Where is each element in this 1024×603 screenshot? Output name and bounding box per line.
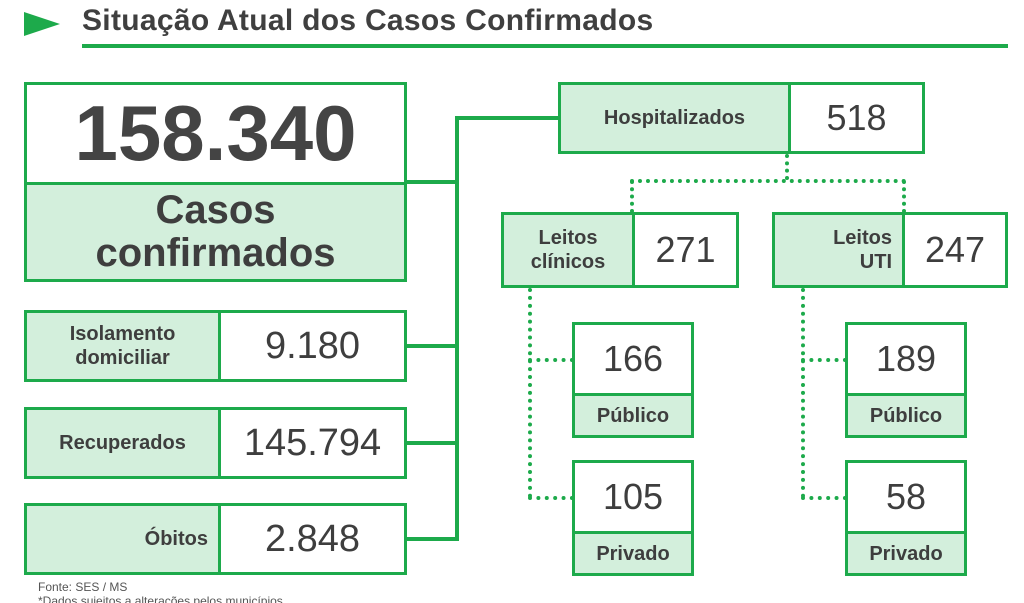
main-total-label-line2: confirmados [95, 231, 336, 275]
dotted-connector [902, 180, 906, 213]
leitos-clinicos-value: 271 [632, 212, 739, 288]
clinicos-privado-label: Privado [572, 531, 694, 576]
dotted-connector [630, 180, 634, 213]
clinicos-publico-value: 166 [572, 322, 694, 396]
connector-from-main [405, 180, 457, 184]
hospitalizados-value: 518 [788, 82, 925, 154]
dotted-connector [528, 496, 574, 500]
hospitalizados-label-text: Hospitalizados [603, 107, 746, 129]
isolamento-value: 9.180 [218, 310, 407, 382]
main-total-label: Casos confirmados [24, 182, 407, 282]
dotted-connector [801, 496, 847, 500]
leitos-clinicos-label: Leitos clínicos [501, 212, 635, 288]
clinicos-privado-label-text: Privado [596, 542, 670, 565]
hospitalizados-label: Hospitalizados [558, 82, 791, 154]
obitos-label: Óbitos [24, 503, 221, 575]
page-title: Situação Atual dos Casos Confirmados [82, 4, 654, 37]
clinicos-publico-label-text: Público [596, 404, 670, 427]
uti-publico-number: 189 [875, 338, 937, 379]
obitos-value: 2.848 [218, 503, 407, 575]
uti-publico-value: 189 [845, 322, 967, 396]
connector-to-recuperados [405, 441, 457, 445]
isolamento-label-line1: Isolamento [69, 323, 176, 345]
recuperados-value: 145.794 [218, 407, 407, 479]
uti-publico-label: Público [845, 393, 967, 438]
uti-privado-label-text: Privado [869, 542, 943, 565]
uti-publico-label-text: Público [869, 404, 943, 427]
recuperados-label: Recuperados [24, 407, 221, 479]
leitos-uti-value: 247 [902, 212, 1008, 288]
recuperados-label-text: Recuperados [59, 432, 186, 454]
dotted-connector [801, 358, 847, 362]
isolamento-number: 9.180 [264, 324, 361, 367]
leitos-uti-label-line1: Leitos [833, 227, 892, 249]
leitos-uti-number: 247 [924, 229, 986, 270]
uti-privado-label: Privado [845, 531, 967, 576]
isolamento-label-line2: domiciliar [75, 347, 170, 369]
obitos-label-text: Óbitos [144, 528, 208, 550]
leitos-clinicos-label-line2: clínicos [530, 251, 606, 273]
leitos-clinicos-label-line1: Leitos [538, 227, 598, 249]
connector-to-obitos [405, 537, 457, 541]
clinicos-publico-number: 166 [602, 338, 664, 379]
recuperados-number: 145.794 [243, 421, 382, 464]
title-divider [82, 44, 1008, 48]
dotted-connector [528, 288, 532, 498]
clinicos-privado-value: 105 [572, 460, 694, 534]
dotted-connector [801, 288, 805, 498]
isolamento-label: Isolamento domiciliar [24, 310, 221, 382]
connector-trunk [455, 116, 459, 541]
main-total-value: 158.340 [24, 82, 407, 185]
uti-privado-value: 58 [845, 460, 967, 534]
leitos-uti-label-line2: UTI [859, 251, 892, 273]
leitos-clinicos-number: 271 [655, 229, 716, 270]
uti-privado-number: 58 [885, 476, 927, 517]
dotted-connector [528, 358, 574, 362]
dotted-connector [785, 154, 789, 180]
leitos-uti-label: Leitos UTI [772, 212, 905, 288]
title-arrow-icon [24, 12, 60, 36]
connector-to-hospitalizados [455, 116, 560, 120]
clinicos-privado-number: 105 [602, 476, 664, 517]
dotted-connector [630, 179, 906, 183]
hospitalizados-number: 518 [826, 97, 887, 138]
footer-note: *Dados sujeitos a alterações pelos munic… [38, 594, 283, 603]
main-total-label-line1: Casos [155, 187, 276, 232]
footer-source: Fonte: SES / MS [38, 580, 128, 594]
obitos-number: 2.848 [264, 517, 361, 560]
connector-to-isolamento [405, 344, 457, 348]
main-total-number: 158.340 [74, 89, 357, 177]
clinicos-publico-label: Público [572, 393, 694, 438]
